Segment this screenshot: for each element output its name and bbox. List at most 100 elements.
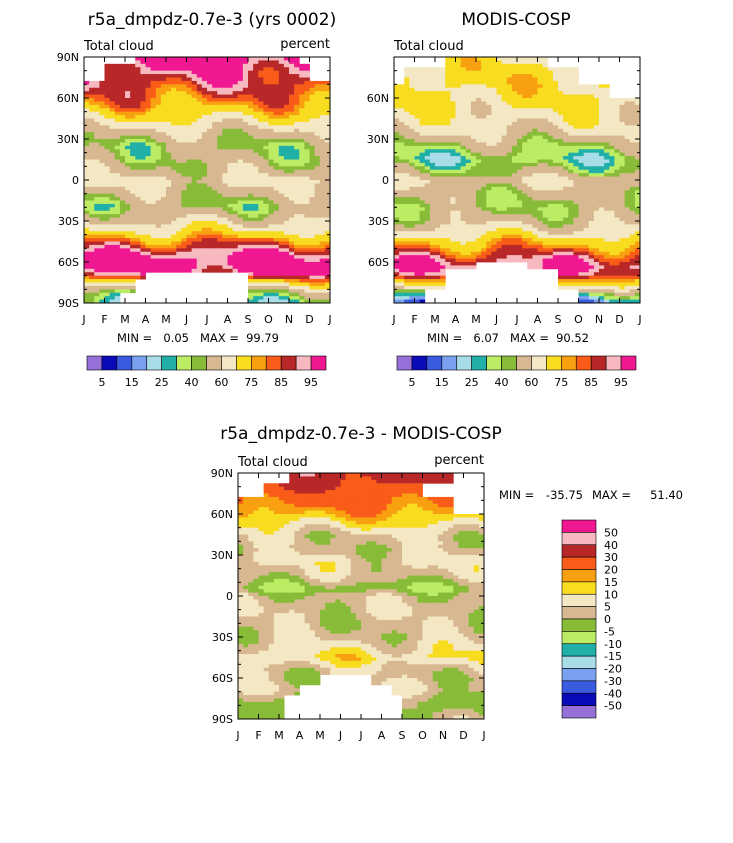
field-cell	[207, 262, 213, 266]
field-cell	[217, 262, 223, 266]
field-cell	[89, 125, 95, 130]
field-cell	[435, 186, 441, 191]
field-cell	[99, 159, 105, 164]
field-cell	[150, 156, 157, 160]
field-cell	[460, 156, 467, 160]
field-cell	[542, 84, 549, 89]
field-cell	[166, 115, 172, 119]
field-cell	[309, 268, 316, 273]
field-cell	[273, 203, 280, 208]
field-cell	[496, 169, 503, 174]
field-cell	[552, 121, 559, 126]
field-cell	[237, 98, 244, 102]
field-cell	[207, 186, 213, 191]
field-cell	[166, 67, 172, 72]
field-cell	[460, 104, 467, 109]
field-cell	[634, 104, 641, 109]
field-cell	[196, 149, 203, 154]
field-cell	[624, 139, 631, 143]
field-cell	[304, 292, 310, 297]
field-cell	[424, 173, 431, 177]
field-cell	[309, 101, 316, 106]
field-cell	[217, 169, 223, 174]
field-cell	[522, 180, 528, 184]
field-cell	[304, 91, 310, 95]
field-cell	[511, 139, 518, 143]
field-cell	[481, 101, 487, 106]
field-cell	[248, 275, 254, 280]
field-cell	[94, 142, 100, 147]
field-cell	[324, 282, 331, 287]
field-cell	[404, 183, 410, 188]
field-cell	[253, 135, 259, 140]
field-cell	[89, 121, 95, 126]
field-cell	[150, 70, 157, 75]
field-cell	[491, 108, 497, 113]
field-cell	[166, 197, 172, 201]
field-cell	[196, 63, 203, 68]
field-cell	[522, 128, 528, 133]
field-cell	[181, 231, 187, 236]
field-cell	[314, 80, 321, 85]
field-cell	[94, 115, 100, 119]
field-cell	[84, 217, 90, 222]
field-cell	[309, 128, 316, 133]
field-cell	[99, 152, 105, 157]
field-cell	[253, 145, 259, 150]
field-cell	[409, 166, 415, 171]
field-cell	[181, 217, 187, 222]
field-cell	[583, 135, 590, 140]
field-cell	[155, 125, 162, 130]
field-cell	[309, 241, 316, 246]
field-cell	[460, 135, 467, 140]
field-cell	[599, 145, 605, 150]
field-cell	[232, 101, 239, 106]
field-cell	[114, 248, 121, 253]
field-cell	[201, 125, 208, 130]
field-cell	[109, 221, 116, 225]
field-cell	[258, 156, 264, 160]
field-cell	[588, 111, 595, 116]
field-cell	[455, 91, 462, 95]
field-cell	[465, 94, 472, 99]
field-cell	[222, 149, 228, 154]
field-cell	[624, 108, 631, 113]
field-cell	[568, 176, 574, 181]
field-cell	[145, 268, 152, 273]
field-cell	[517, 77, 523, 82]
field-cell	[476, 176, 482, 181]
field-cell	[248, 258, 254, 263]
field-cell	[278, 207, 285, 212]
field-cell	[309, 289, 316, 294]
field-cell	[299, 169, 305, 174]
field-cell	[227, 169, 234, 174]
field-cell	[242, 128, 249, 133]
field-cell	[232, 207, 239, 212]
field-cell	[242, 190, 249, 195]
field-cell	[309, 244, 316, 249]
field-cell	[558, 108, 564, 113]
field-cell	[486, 183, 492, 188]
field-cell	[435, 87, 441, 92]
field-cell	[445, 94, 451, 99]
field-cell	[109, 268, 116, 273]
field-cell	[242, 60, 249, 65]
field-cell	[232, 169, 239, 174]
field-cell	[84, 292, 90, 297]
field-cell	[248, 241, 254, 246]
field-cell	[460, 183, 467, 188]
field-cell	[217, 210, 223, 215]
field-cell	[84, 162, 90, 167]
field-cell	[435, 139, 441, 143]
field-cell	[176, 149, 182, 154]
field-cell	[242, 98, 249, 102]
field-cell	[171, 173, 177, 177]
field-cell	[599, 84, 605, 89]
field-cell	[222, 63, 228, 68]
field-cell	[609, 98, 615, 102]
field-cell	[176, 193, 182, 198]
field-cell	[242, 241, 249, 246]
field-cell	[273, 121, 280, 126]
field-cell	[294, 299, 300, 304]
field-cell	[299, 210, 305, 215]
